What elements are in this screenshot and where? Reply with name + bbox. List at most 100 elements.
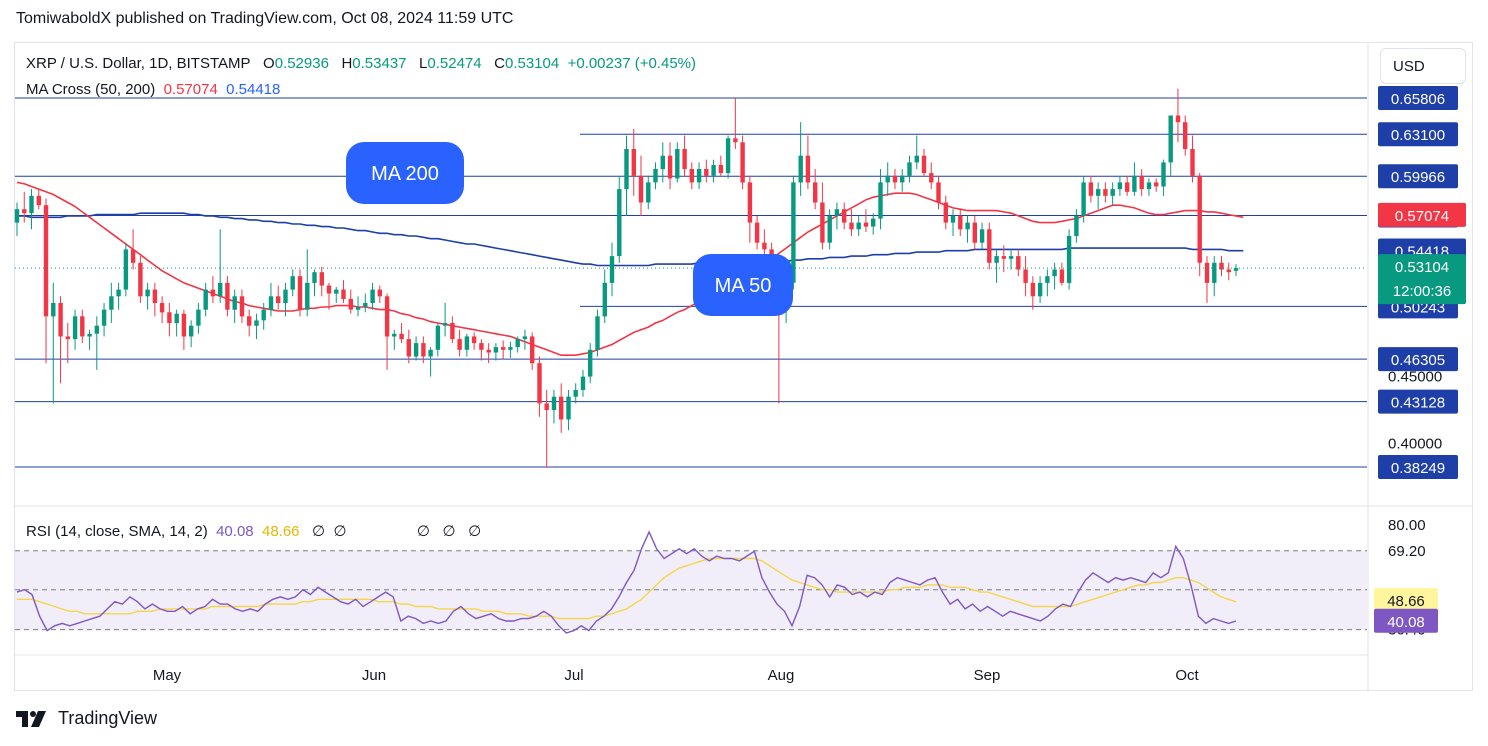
- candle: [580, 369, 586, 397]
- time-tick-label: Jun: [362, 667, 386, 684]
- candle-body: [290, 276, 295, 290]
- candle: [878, 169, 883, 230]
- candle: [421, 336, 426, 364]
- candle: [94, 316, 99, 370]
- rsi-rsi-badge: 40.08: [1374, 608, 1438, 633]
- candle: [950, 209, 956, 237]
- candle: [805, 135, 811, 190]
- candle-body: [268, 296, 274, 310]
- candle-body: [863, 222, 869, 227]
- candle: [1103, 182, 1108, 203]
- high-label: H: [341, 55, 353, 72]
- ma50-badge-text: 0.57074: [1395, 208, 1449, 225]
- candle: [754, 215, 760, 250]
- candle-body: [849, 222, 854, 230]
- candle: [341, 280, 346, 303]
- candle: [196, 302, 201, 334]
- candle: [370, 282, 375, 310]
- candle-body: [754, 222, 760, 243]
- candle: [682, 135, 687, 176]
- candle: [1110, 182, 1115, 206]
- candle-body: [1110, 189, 1115, 196]
- candle: [1154, 178, 1159, 192]
- candle-body: [14, 209, 20, 223]
- candle-body: [551, 396, 557, 411]
- candle: [210, 276, 216, 303]
- candle-body: [813, 182, 818, 203]
- candle-body: [573, 390, 578, 397]
- candle-body: [929, 173, 934, 183]
- candle-body: [1023, 269, 1028, 283]
- candle-body: [493, 347, 499, 353]
- candle: [348, 289, 353, 314]
- time-tick-label: Jul: [564, 667, 583, 684]
- rsi-label: RSI (14, close, SMA, 14, 2): [26, 523, 208, 540]
- candle-body: [1081, 182, 1086, 216]
- candle-body: [51, 303, 56, 317]
- candle: [965, 215, 970, 243]
- candle-body: [892, 175, 898, 183]
- empty-mark: ∅: [416, 523, 430, 540]
- candle-body: [805, 155, 811, 183]
- tradingview-logo-icon: [16, 710, 46, 727]
- last-badge-text: 0.53104: [1395, 259, 1449, 276]
- candle: [1052, 262, 1057, 290]
- candle: [501, 340, 506, 360]
- candle-body: [479, 343, 484, 350]
- candle-body: [958, 215, 963, 230]
- candle-body: [885, 175, 890, 183]
- rsi-tick-label: 80.00: [1388, 517, 1426, 534]
- candle-body: [116, 289, 121, 297]
- candle: [377, 285, 382, 303]
- candle-body: [203, 289, 208, 310]
- candle-body: [762, 242, 767, 250]
- candle-body: [450, 323, 455, 340]
- candle: [675, 142, 680, 183]
- candle-body: [1074, 215, 1079, 236]
- candle: [239, 289, 245, 324]
- candle-body: [348, 298, 353, 310]
- candle: [355, 296, 361, 317]
- candle: [51, 282, 56, 404]
- candle: [290, 269, 295, 297]
- candle-body: [1103, 189, 1108, 196]
- candle: [450, 316, 455, 344]
- candle-body: [232, 296, 237, 310]
- candle: [696, 162, 702, 190]
- candle-body: [486, 349, 491, 353]
- candle-body: [254, 320, 259, 326]
- candle: [1183, 115, 1188, 156]
- candle: [384, 293, 390, 370]
- candle-body: [421, 343, 426, 357]
- countdown-text: 12:00:36: [1393, 283, 1451, 300]
- currency-button[interactable]: USD: [1380, 48, 1466, 84]
- candle-body: [820, 202, 825, 243]
- candle-body: [471, 336, 477, 344]
- candle: [791, 175, 796, 290]
- candle-body: [617, 189, 622, 257]
- candle-body: [1197, 175, 1202, 263]
- ma50-callout-text: MA 50: [715, 275, 772, 297]
- candle-body: [682, 149, 687, 170]
- candle-body: [123, 249, 129, 290]
- ma200-callout-text: MA 200: [371, 163, 439, 185]
- candle: [667, 142, 673, 190]
- candle: [319, 266, 324, 297]
- candle-body: [399, 333, 404, 340]
- candle-body: [87, 333, 92, 337]
- level-price-bg: [1378, 455, 1458, 479]
- candle: [856, 215, 861, 237]
- candle: [725, 135, 731, 179]
- candle: [1096, 182, 1101, 210]
- candle: [22, 191, 27, 223]
- tradingview-footer: TradingView: [16, 708, 157, 729]
- candle: [704, 159, 709, 183]
- ma200-callout: MA 200: [346, 142, 464, 204]
- candle: [798, 122, 803, 196]
- brand-name: TradingView: [58, 708, 158, 728]
- candle-body: [580, 376, 586, 390]
- candle: [1219, 256, 1224, 277]
- candle-body: [341, 289, 346, 299]
- candle: [544, 389, 549, 468]
